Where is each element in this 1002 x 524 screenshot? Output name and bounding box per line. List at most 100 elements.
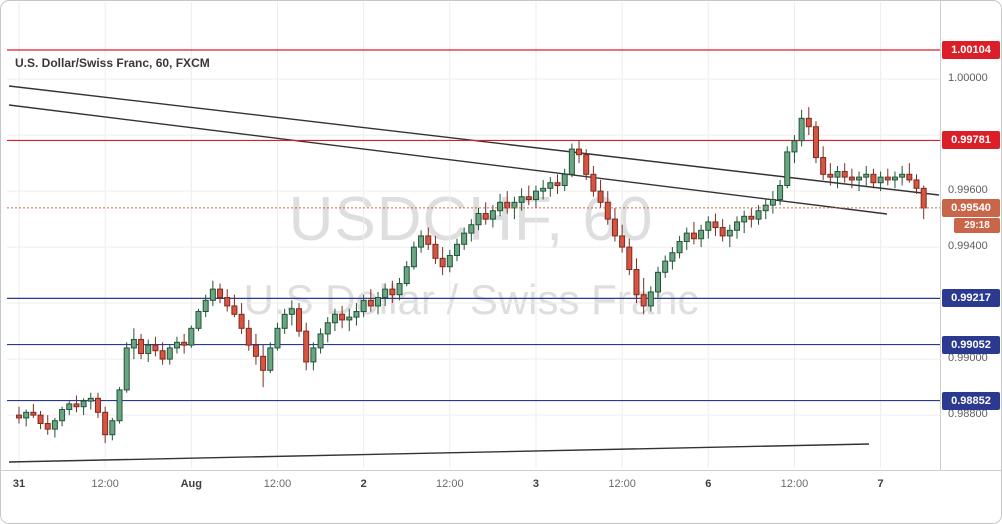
price-axis[interactable]: 1.00000 0.99600 0.99400 0.99000 0.98800 1.001… [940, 1, 1001, 470]
candle [561, 168, 568, 192]
candle-body [698, 229, 705, 240]
candle [769, 191, 776, 214]
candle [209, 280, 216, 306]
candle-body [367, 299, 374, 307]
candle-body [518, 196, 525, 203]
candle-body [102, 411, 109, 436]
candle-body [525, 196, 532, 201]
candle [784, 146, 791, 189]
candle [188, 325, 195, 348]
candle [252, 333, 259, 365]
candle-body [805, 117, 812, 128]
candle [166, 345, 173, 365]
candle [762, 199, 769, 220]
candle-body [734, 221, 740, 231]
candle [611, 207, 618, 242]
candle-body [396, 283, 403, 296]
candle-body [877, 176, 884, 184]
candle [145, 339, 152, 362]
candle [410, 241, 417, 270]
candle [116, 387, 123, 424]
candle [870, 168, 877, 189]
chart-legend[interactable]: U.S. Dollar/Swiss Franc, 60, FXCM [15, 56, 210, 70]
candle [719, 219, 726, 242]
time-tick-label: 12:00 [263, 478, 292, 490]
candle-body [676, 241, 683, 254]
candle-body [238, 313, 245, 329]
time-axis[interactable]: 31 12:00 Aug 12:00 2 12:00 3 12:00 6 12:00 7 [1, 470, 1001, 523]
candle-body [777, 185, 784, 201]
candle [274, 322, 281, 351]
candle-body [288, 308, 295, 315]
candle [525, 185, 532, 206]
candle-body [583, 154, 590, 175]
candle [640, 277, 647, 315]
candle [317, 328, 324, 354]
candle [217, 283, 224, 304]
candle [59, 406, 66, 427]
candle-body [820, 157, 827, 175]
candle-body [87, 397, 94, 402]
time-tick-label: 12:00 [91, 478, 119, 490]
bar-countdown-badge: 29:18 [954, 217, 1000, 233]
candle-body [590, 173, 597, 192]
candle-body [899, 173, 906, 178]
candle-body [475, 213, 482, 226]
candle-body [173, 341, 180, 349]
price-tick-label: 0.99000 [948, 352, 988, 365]
time-tick-label: 31 [12, 478, 26, 490]
candle-body [690, 232, 697, 240]
time-tick-label: 12:00 [608, 478, 636, 490]
candle [418, 230, 425, 253]
candle-body [906, 173, 913, 181]
candle-body [188, 327, 195, 346]
candle [23, 409, 30, 427]
candle-body [554, 182, 561, 187]
candle-body [274, 327, 281, 349]
time-tick-label: 6 [705, 478, 712, 490]
candle-body [375, 297, 381, 307]
candle-body [331, 313, 338, 324]
time-tick-label: 12:00 [780, 478, 809, 490]
candle [102, 406, 109, 444]
candle-body [891, 176, 898, 181]
candle [741, 210, 748, 234]
candle-body [403, 266, 410, 285]
candle-body [561, 173, 568, 187]
candle-body [913, 179, 920, 189]
candle [367, 289, 374, 312]
candle [296, 303, 303, 337]
time-tick-label: 12:00 [436, 478, 464, 490]
candle-body [44, 423, 51, 430]
candle-body [884, 176, 891, 181]
trendline[interactable] [8, 443, 870, 463]
candle [920, 185, 927, 220]
time-tick-label: 7 [877, 478, 884, 490]
candle-body [317, 333, 324, 349]
candle [798, 109, 805, 147]
candle-body [863, 173, 870, 178]
candle [906, 163, 913, 183]
candle-body [453, 243, 460, 257]
candle [224, 289, 231, 312]
price-tick-label: 0.99400 [948, 240, 988, 253]
candle-body [856, 176, 863, 181]
candle [173, 336, 180, 354]
candle-body [23, 411, 30, 419]
candle-body [755, 210, 762, 220]
candle-body [619, 235, 626, 248]
candle [820, 146, 827, 180]
candle [884, 168, 891, 186]
price-tick-label: 0.98800 [948, 408, 988, 421]
candle [30, 403, 37, 418]
candle-body [109, 420, 116, 436]
candle-body [705, 221, 712, 231]
candle-body [51, 420, 58, 430]
candle [360, 294, 367, 318]
candle-body [389, 288, 396, 296]
candle [518, 188, 525, 211]
trendline[interactable] [8, 104, 888, 215]
candle [683, 227, 690, 250]
